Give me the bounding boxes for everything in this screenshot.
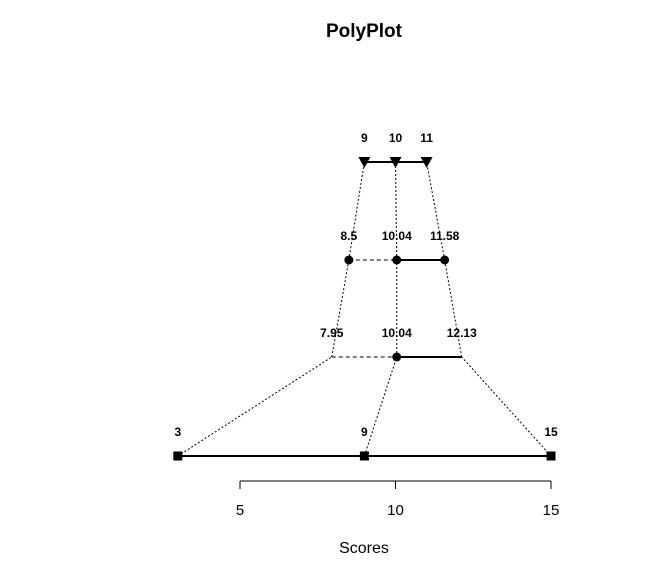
data-label: 10.04 [382, 229, 412, 243]
data-label: 11.58 [430, 229, 460, 243]
connector-line [426, 161, 446, 261]
connector-line [363, 356, 398, 457]
data-label: 9 [361, 131, 368, 145]
circle-marker [392, 352, 402, 362]
data-label: 12.13 [447, 326, 477, 340]
circle-marker [440, 255, 450, 265]
data-label: 15 [544, 425, 558, 439]
triangle-marker [420, 157, 433, 168]
connector-lines [177, 161, 552, 457]
x-tick-label: 15 [543, 502, 560, 519]
data-label: 9 [361, 425, 368, 439]
connector-line [461, 356, 552, 457]
x-tick-label: 10 [387, 502, 404, 519]
x-axis: 5 10 15 [236, 480, 560, 519]
circle-marker [392, 255, 402, 265]
level-lines: 3 9 15 7.95 10.04 12.13 8.5 10.04 11.58 9 10 11 [173, 131, 558, 461]
data-label: 10.04 [382, 326, 412, 340]
circle-marker [344, 255, 354, 265]
x-axis-label: Scores [339, 540, 389, 557]
square-marker [546, 451, 556, 461]
data-label: 10 [389, 131, 403, 145]
connector-line [348, 161, 365, 261]
chart-title: PolyPlot [326, 21, 403, 42]
square-marker [173, 451, 183, 461]
data-label: 8.5 [341, 229, 358, 243]
data-label: 7.95 [320, 326, 344, 340]
triangle-marker [358, 157, 371, 168]
connector-line [331, 259, 350, 358]
connector-line [444, 259, 463, 358]
triangle-marker [389, 157, 402, 168]
data-label: 11 [420, 131, 433, 145]
data-label: 3 [174, 425, 181, 439]
connector-line [395, 161, 398, 261]
x-tick-label: 5 [236, 502, 244, 519]
square-marker [359, 451, 369, 461]
connector-line [177, 356, 333, 457]
